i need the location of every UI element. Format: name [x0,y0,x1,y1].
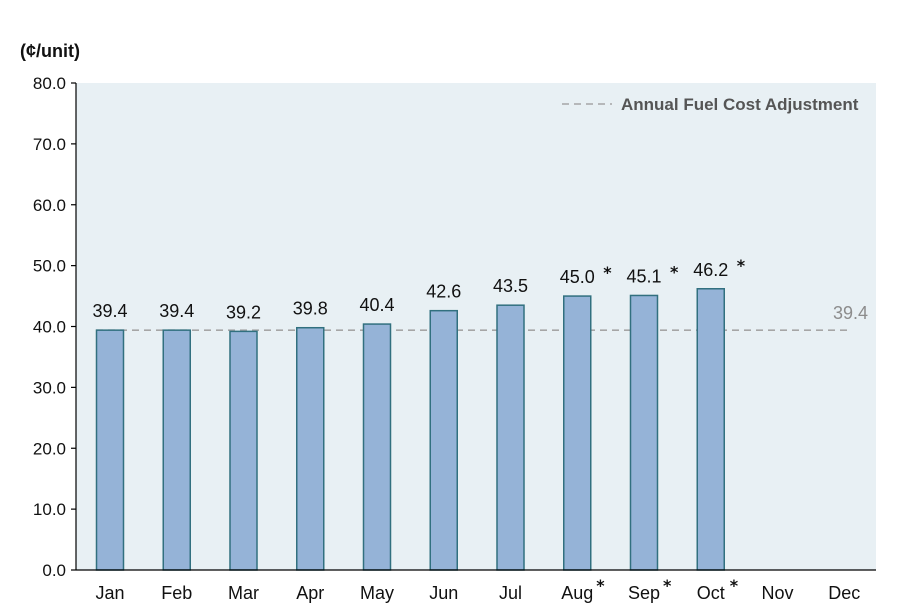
data-label-jul: 43.5 [493,276,528,296]
x-tick-label-jan: Jan [95,583,124,603]
x-tick-label-aug: Aug [561,583,593,603]
y-tick-label: 60.0 [33,196,66,215]
y-tick-label: 0.0 [42,561,66,580]
bar-oct [696,288,725,571]
x-tick-labels: Jan Feb Mar Apr May Jun Jul Aug * Sep * Oct * Nov Dec [95,576,860,603]
data-label-star-sep: * [670,262,679,281]
x-tick-label-apr: Apr [296,583,324,603]
bar-feb [162,329,191,571]
bar-sep [629,294,659,571]
bar-jul [496,304,525,571]
bar-jun [429,309,458,571]
data-label-feb: 39.4 [159,301,194,321]
data-label-jun: 42.6 [426,282,461,302]
data-labels-group: 39.4 39.4 39.2 39.8 40.4 42.6 43.5 45.0 * 45.1 * 46… [92,256,745,323]
data-label-star-aug: * [603,263,612,282]
bar-aug [563,295,592,571]
y-tick-label: 50.0 [33,257,66,276]
y-tick-label: 40.0 [33,318,66,337]
y-tick-label: 30.0 [33,378,66,397]
bar-mar [229,330,258,571]
x-tick-label-feb: Feb [161,583,192,603]
x-tick-star-aug: * [596,576,605,595]
y-tick-labels: 0.0 10.0 20.0 30.0 40.0 50.0 60.0 70.0 80.0 [33,74,66,580]
x-tick-star-oct: * [730,576,739,595]
bar-apr [296,326,325,571]
x-tick-label-jun: Jun [429,583,458,603]
bar-jan [95,329,125,571]
data-label-oct: 46.2 [693,260,728,280]
data-label-aug: 45.0 [560,267,595,287]
axes-group [71,82,876,571]
data-label-may: 40.4 [359,295,394,315]
y-tick-label: 20.0 [33,439,66,458]
data-label-mar: 39.2 [226,302,261,322]
bars-group [95,288,725,571]
data-label-star-oct: * [737,256,746,275]
x-tick-label-may: May [360,583,394,603]
legend-label: Annual Fuel Cost Adjustment [621,95,859,114]
x-tick-star-sep: * [663,576,672,595]
x-tick-label-mar: Mar [228,583,259,603]
data-label-apr: 39.8 [293,299,328,319]
data-label-sep: 45.1 [626,266,661,286]
plot-area [76,83,876,570]
unit-label: (¢/unit) [20,41,80,61]
bar-may [362,323,392,571]
legend: Annual Fuel Cost Adjustment [562,95,859,114]
x-tick-label-dec: Dec [828,583,860,603]
y-tick-label: 80.0 [33,74,66,93]
x-tick-label-jul: Jul [499,583,522,603]
y-tick-label: 70.0 [33,135,66,154]
x-tick-label-nov: Nov [761,583,793,603]
x-tick-label-sep: Sep [628,583,660,603]
data-label-jan: 39.4 [92,301,127,321]
reference-line-label: 39.4 [833,303,868,323]
y-tick-label: 10.0 [33,500,66,519]
x-tick-label-oct: Oct [697,583,725,603]
